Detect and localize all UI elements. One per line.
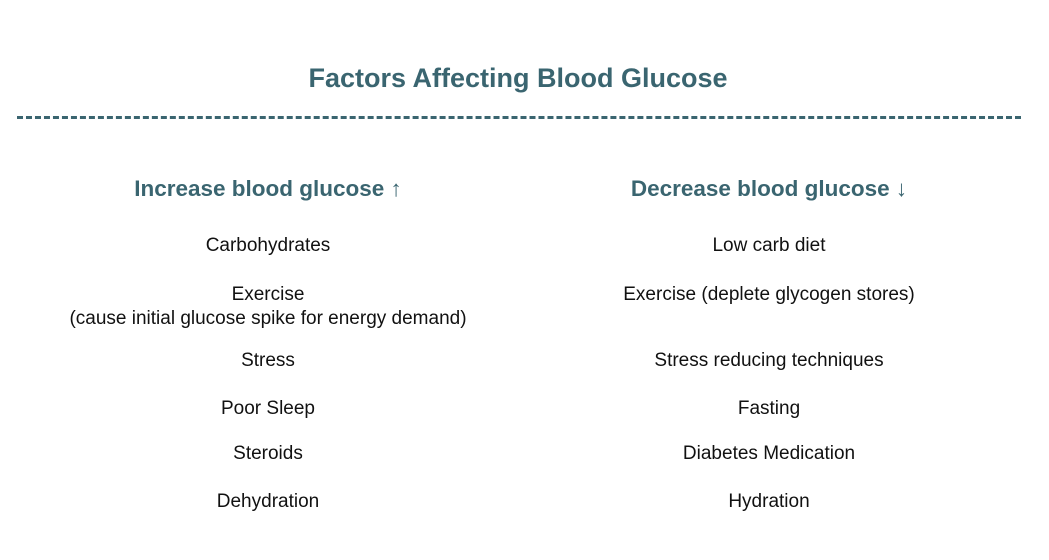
increase-item-stress: Stress: [241, 350, 295, 371]
decrease-item-stress-reducing: Stress reducing techniques: [654, 350, 884, 371]
decrease-item-hydration: Hydration: [728, 491, 810, 512]
increase-item-poor-sleep: Poor Sleep: [220, 398, 315, 419]
increase-item-dehydration: Dehydration: [216, 491, 320, 512]
decrease-item-fasting: Fasting: [737, 398, 801, 419]
decrease-item-exercise: Exercise (deplete glycogen stores): [623, 284, 915, 305]
increase-heading: Increase blood glucose ↑: [134, 176, 402, 201]
increase-item-carbohydrates: Carbohydrates: [205, 235, 331, 256]
decrease-heading: Decrease blood glucose ↓: [630, 176, 908, 201]
increase-item-steroids: Steroids: [233, 443, 303, 464]
decrease-item-diabetes-medication: Diabetes Medication: [682, 443, 856, 464]
increase-item-exercise-note: (cause initial glucose spike for energy …: [69, 308, 467, 329]
increase-item-exercise: Exercise (cause initial glucose spike fo…: [18, 283, 518, 331]
decrease-item-low-carb-diet: Low carb diet: [712, 235, 826, 256]
page-title: Factors Affecting Blood Glucose: [308, 63, 728, 93]
increase-item-exercise-label: Exercise: [231, 284, 305, 305]
dashed-divider: [17, 116, 1021, 119]
